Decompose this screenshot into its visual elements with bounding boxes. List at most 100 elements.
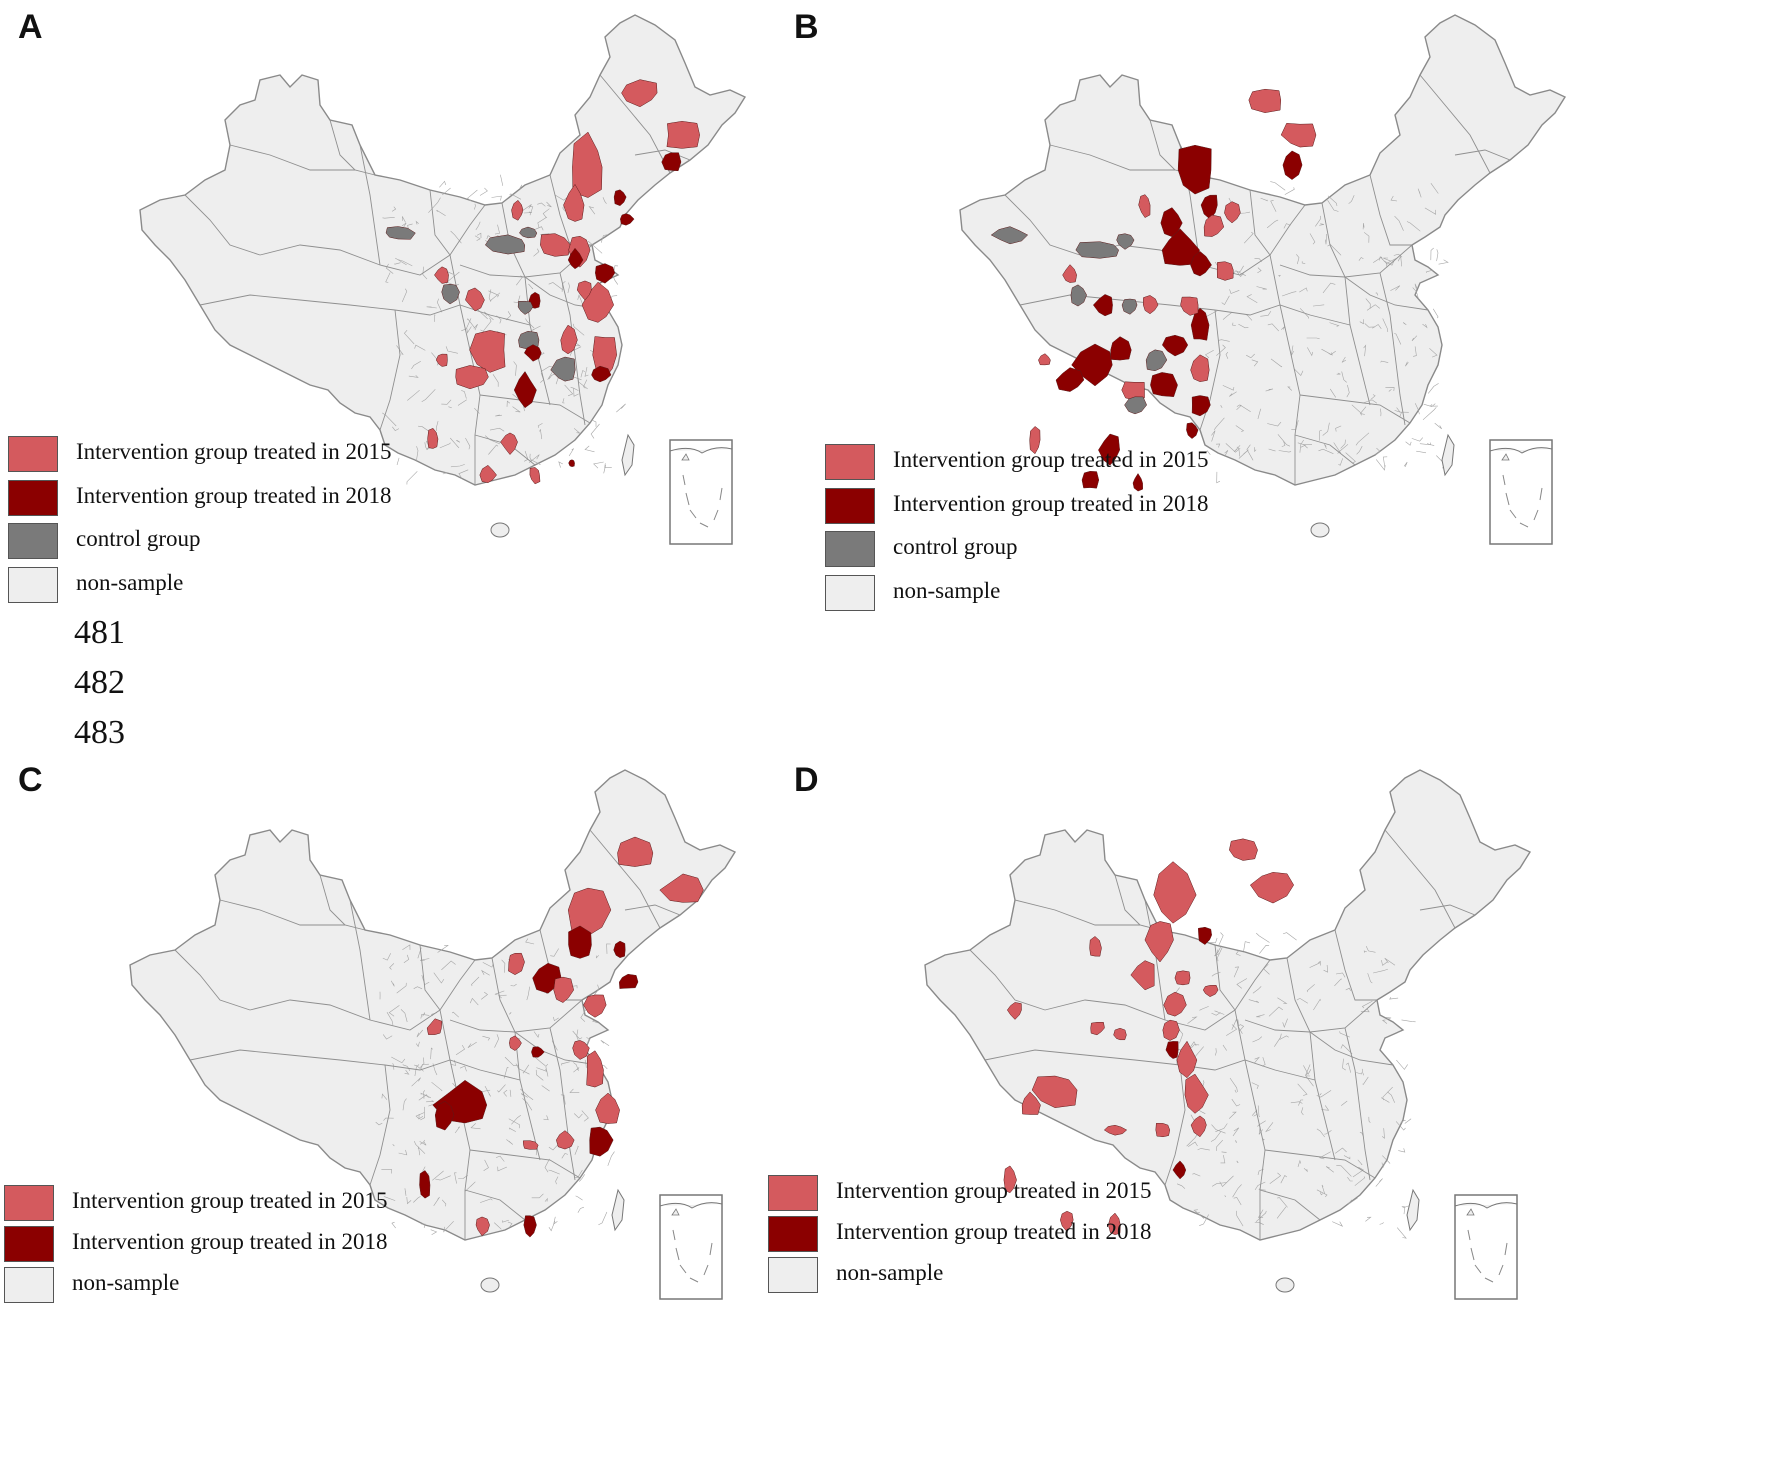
line-number: 481 (74, 614, 125, 651)
province-border (369, 1064, 391, 1186)
province-border (1249, 189, 1271, 256)
region-treated-2015 (1143, 295, 1159, 315)
province-border (1334, 929, 1377, 1001)
map-base (129, 769, 737, 1293)
taiwan-island (1441, 433, 1455, 477)
province-border (359, 144, 381, 266)
province-border (491, 957, 541, 1161)
province-border (624, 904, 681, 916)
legend-label: control group (76, 526, 201, 551)
legend-label: non-sample (836, 1260, 944, 1285)
region-treated-2015 (465, 287, 485, 312)
region-treated-2015 (576, 280, 592, 301)
region-treated-2015 (1153, 861, 1197, 924)
region-treated-2015 (1162, 1019, 1180, 1041)
region-treated-2015 (500, 432, 518, 455)
panel-letter: B (794, 8, 819, 46)
legend-label: Intervention group treated in 2015 (76, 439, 392, 464)
province-border (1344, 1027, 1371, 1181)
region-treated-2018 (531, 1046, 545, 1058)
province-border (379, 309, 401, 431)
region-treated-2015 (1163, 991, 1187, 1017)
panel-b: B Intervention group treated in 2015 Inte… (790, 0, 1670, 690)
china-map (924, 769, 1532, 1300)
region-treated-2015 (540, 233, 571, 257)
region-treated-2015 (511, 199, 524, 221)
region-treated-2018 (568, 459, 575, 467)
province-border (589, 829, 661, 929)
legend-swatch (8, 523, 58, 559)
province-border (349, 899, 371, 1021)
region-treated-2015 (572, 1040, 590, 1060)
legend-swatch (825, 531, 875, 567)
region-control (990, 226, 1029, 245)
region-control (1075, 241, 1119, 259)
region-treated-2018 (595, 263, 616, 284)
region-treated-2015 (1029, 426, 1041, 455)
region-treated-2015 (1038, 353, 1051, 366)
region-control (1145, 349, 1168, 372)
province-border (559, 272, 586, 426)
legend-swatch (825, 444, 875, 480)
region-treated-2015 (1229, 838, 1258, 861)
province-border (549, 1027, 576, 1181)
legend-label: non-sample (76, 569, 184, 595)
province-border (479, 394, 591, 424)
region-treated-2018 (1081, 471, 1100, 489)
region-treated-2015 (553, 976, 574, 1003)
region-treated-2015 (1138, 194, 1151, 218)
country-outline (959, 14, 1567, 486)
province-border (1299, 394, 1411, 424)
region-treated-2015 (1249, 872, 1294, 904)
province-border (1214, 944, 1236, 1011)
region-treated-2018 (434, 1100, 455, 1131)
south-china-sea-inset (1454, 1194, 1518, 1300)
province-border (1384, 829, 1456, 929)
region-treated-2015 (1180, 296, 1199, 316)
province-border (599, 74, 671, 174)
region-treated-2015 (434, 266, 449, 284)
county-borders (1203, 181, 1449, 484)
panel-d: D Intervention group treated in 2015 Inte… (768, 755, 1670, 1471)
china-map (129, 769, 737, 1300)
legend-swatch (8, 436, 58, 472)
region-treated-2015 (509, 1035, 522, 1051)
panel-letter: C (18, 761, 43, 799)
region-treated-2018 (613, 940, 626, 958)
region-treated-2018 (523, 1215, 537, 1238)
region-treated-2015 (1031, 1075, 1078, 1108)
province-border (1234, 1009, 1266, 1240)
region-treated-2018 (661, 152, 682, 172)
line-number: 483 (74, 714, 125, 751)
region-treated-2015 (508, 952, 525, 975)
legend-swatch (8, 479, 58, 516)
region-treated-2018 (1190, 251, 1212, 277)
legend-swatch (4, 1267, 54, 1303)
region-treated-2018 (620, 213, 635, 226)
map-base (924, 769, 1532, 1293)
region-treated-2015 (586, 1050, 604, 1088)
province-border (1309, 1031, 1394, 1066)
region-treated-2015 (479, 464, 497, 483)
region-treated-2015 (455, 365, 489, 390)
region-treated-2015 (435, 353, 448, 367)
region-treated-2018 (1198, 926, 1212, 945)
legend-label: Intervention group treated in 2018 (72, 1229, 388, 1254)
region-treated-2015 (1190, 354, 1210, 382)
region-treated-2018 (1172, 1160, 1187, 1180)
legend-label: Intervention group treated in 2015 (72, 1188, 388, 1213)
province-border (1379, 272, 1406, 426)
province-border (189, 1049, 386, 1066)
region-treated-2015 (572, 131, 603, 198)
legend-swatch (4, 1226, 54, 1262)
hainan-island (480, 1277, 500, 1293)
region-treated-2015 (1062, 264, 1077, 283)
region-treated-2018 (1161, 228, 1200, 266)
region-treated-2015 (556, 1130, 575, 1150)
region-treated-2015 (1103, 1124, 1128, 1136)
region-treated-2015 (583, 994, 607, 1018)
region-treated-2018 (1191, 395, 1211, 417)
taiwan-island (1406, 1188, 1420, 1232)
region-treated-2015 (1003, 1165, 1017, 1194)
province-border (1294, 434, 1356, 466)
